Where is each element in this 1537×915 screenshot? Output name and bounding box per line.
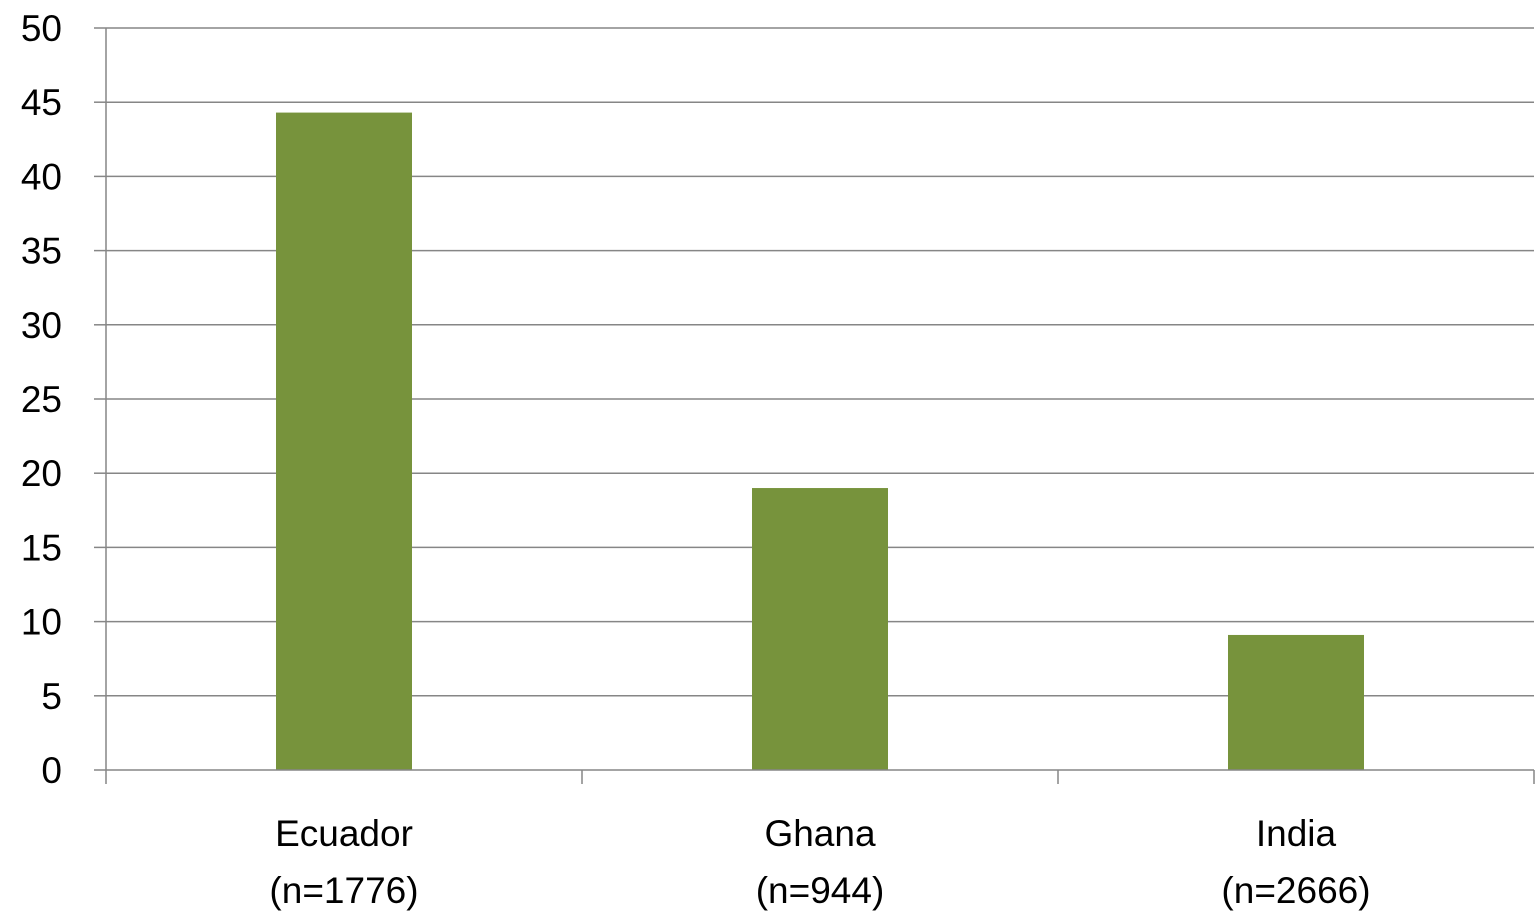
x-tick-label: India (n=2666) [1221, 813, 1370, 911]
y-tick-label: 40 [21, 156, 62, 197]
category-sample-size: (n=1776) [269, 870, 418, 911]
y-tick-labels: 0 5 10 15 20 25 30 35 40 45 50 [21, 8, 62, 791]
y-tick-label: 45 [21, 82, 62, 123]
bar [276, 112, 412, 770]
y-tick-label: 0 [41, 750, 62, 791]
category-sample-size: (n=2666) [1221, 870, 1370, 911]
category-name: Ecuador [275, 813, 413, 854]
y-tick-label: 35 [21, 231, 62, 272]
category-sample-size: (n=944) [756, 870, 885, 911]
category-name: Ghana [764, 813, 876, 854]
bar [752, 488, 888, 770]
x-tick-labels: Ecuador (n=1776) Ghana (n=944) India (n=2666) [269, 813, 1370, 911]
axes [94, 27, 1535, 784]
bars [276, 112, 1364, 770]
y-tick-label: 15 [21, 527, 62, 568]
x-tick-label: Ghana (n=944) [756, 813, 885, 911]
y-tick-label: 30 [21, 305, 62, 346]
y-tick-label: 50 [21, 8, 62, 49]
bar [1228, 634, 1364, 770]
y-tick-label: 10 [21, 602, 62, 643]
y-tick-label: 25 [21, 379, 62, 420]
y-tick-label: 5 [41, 676, 62, 717]
category-name: India [1256, 813, 1337, 854]
y-tick-label: 20 [21, 453, 62, 494]
x-tick-label: Ecuador (n=1776) [269, 813, 418, 911]
